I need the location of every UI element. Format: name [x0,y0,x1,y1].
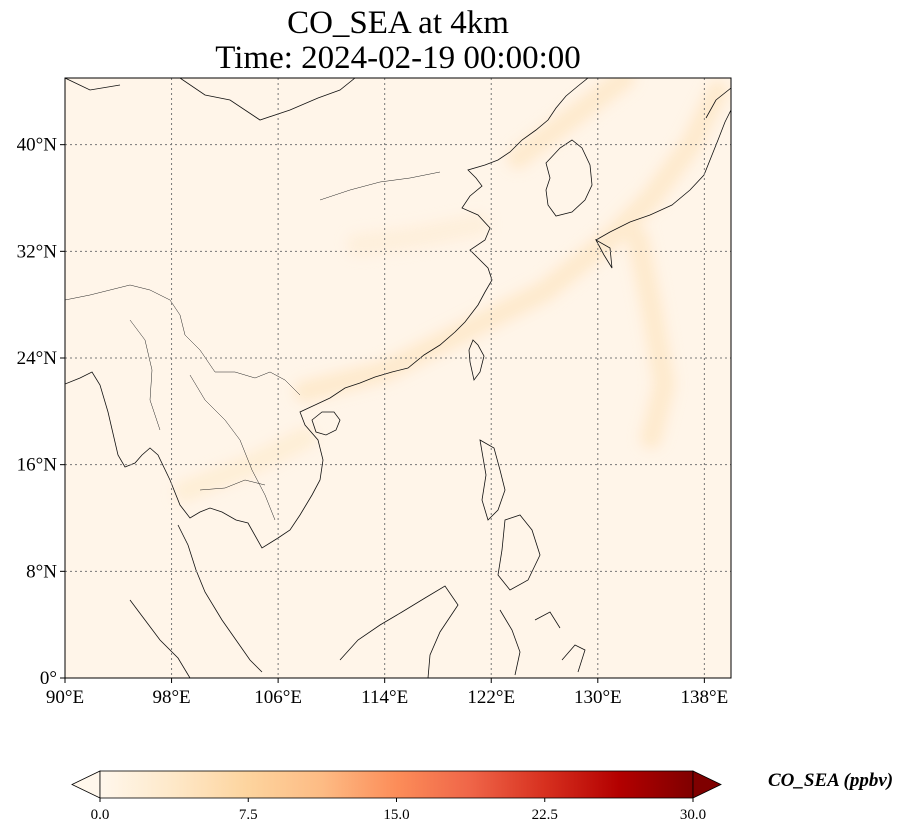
lon-tick-label: 130°E [574,687,622,708]
borneo-coast [339,585,459,678]
lon-tick-label: 90°E [46,687,84,708]
co-plume-1 [626,227,676,449]
luzon-island [479,439,506,521]
lat-tick-label: 40°N [17,135,58,156]
country-borders [65,171,441,521]
co-plume-4 [347,213,489,256]
lat-tick-label: 24°N [17,348,58,369]
korea-peninsula [545,139,593,217]
lon-tick-label: 98°E [152,687,190,708]
colorbar: 0.0 7.5 15.0 22.5 30.0 [71,770,722,823]
co-plume-0 [293,80,729,403]
lat-tick-label: 32°N [17,241,58,262]
colorbar-label: CO_SEA (ppbv) [768,770,894,791]
colorbar-extend-max [692,770,722,799]
japan-hokkaido [705,87,731,119]
colorbar-extend-min [71,770,101,799]
map-time-subtitle: Time: 2024-02-19 00:00:00 [215,40,581,76]
hainan-island [311,411,341,436]
mongolia-border [319,171,441,201]
sumatra-coast [129,599,191,678]
map-background [65,78,731,678]
colorbar-tick-label: 7.5 [239,807,258,823]
eastern-island [561,644,586,673]
lat-tick-label: 8°N [26,561,57,582]
northern-border [65,78,356,121]
laos-vietnam-border [189,374,276,521]
myanmar-border [129,319,161,431]
mindanao-visayas [497,514,541,591]
taiwan-island [468,339,485,381]
lat-tick-label: 16°N [17,455,58,476]
lon-tick-label: 138°E [681,687,729,708]
china-coastline [65,78,589,549]
lon-tick-label: 114°E [361,687,408,708]
japan-honshu-coast [595,109,731,241]
map-frame [64,77,732,679]
colorbar-ticks: 0.0 7.5 15.0 22.5 30.0 [91,798,706,823]
colorbar-tick-label: 22.5 [532,807,558,823]
latitude-ticks: 0° 8°N 16°N 24°N 32°N 40°N [17,135,65,689]
lat-tick-label: 0° [40,668,57,689]
graticule [65,78,731,678]
sulawesi-coast [499,609,561,676]
lon-tick-label: 122°E [467,687,515,708]
japan-kyushu [594,238,613,269]
co-concentration-field [173,78,729,503]
malay-peninsula [177,524,263,673]
china-southern-border [65,284,301,396]
colorbar-gradient [99,770,694,799]
longitude-ticks: 90°E 98°E 106°E 114°E 122°E 130°E 138°E [46,678,728,708]
coastlines [65,78,731,678]
thailand-cambodia-border [199,479,266,491]
colorbar-tick-label: 0.0 [91,807,110,823]
lon-tick-label: 106°E [254,687,302,708]
map-title: CO_SEA at 4km [287,5,509,41]
colorbar-tick-label: 30.0 [680,807,706,823]
colorbar-tick-label: 15.0 [383,807,409,823]
